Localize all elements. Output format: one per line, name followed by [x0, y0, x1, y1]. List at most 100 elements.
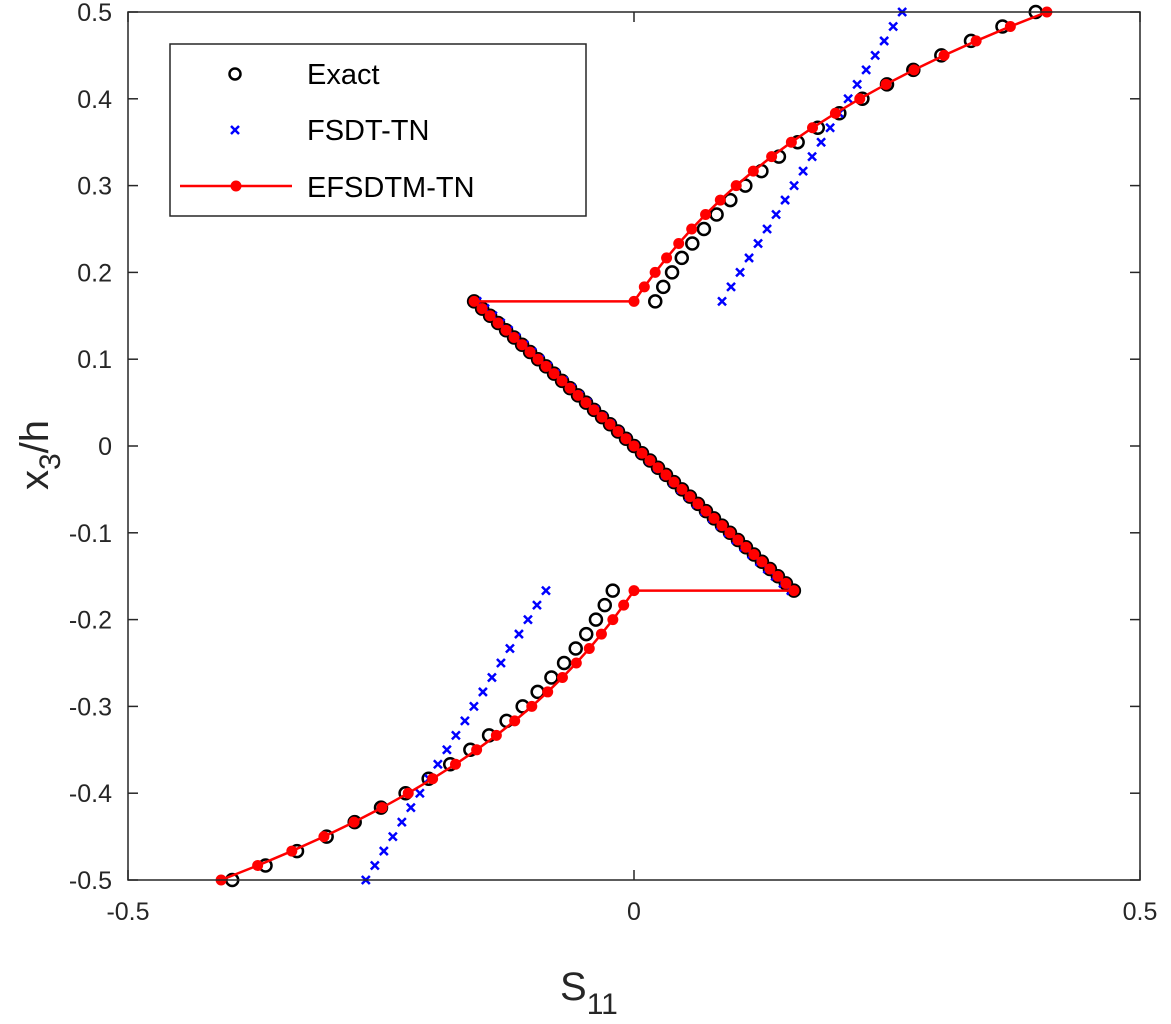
data-point: [843, 93, 854, 104]
data-point: [618, 431, 634, 447]
data-point: [880, 78, 892, 90]
data-point: [490, 315, 506, 331]
data-point: [548, 368, 560, 380]
data-point: [764, 563, 776, 575]
data-point: [595, 628, 607, 640]
data-point: [378, 846, 389, 856]
data-point: [556, 375, 568, 387]
data-point: [618, 599, 630, 611]
x-tick-label: -0.5: [106, 898, 149, 926]
data-point: [460, 715, 470, 726]
data-point: [684, 491, 696, 503]
data-point: [505, 643, 515, 654]
data-point: [523, 614, 533, 625]
data-point: [451, 730, 461, 741]
data-point: [542, 686, 554, 698]
data-point: [516, 339, 528, 351]
data-point: [674, 482, 690, 497]
y-tick-label: 0.3: [77, 173, 112, 201]
data-point: [541, 585, 551, 596]
data-point: [498, 323, 514, 338]
data-point: [753, 238, 763, 249]
data-point: [888, 21, 899, 32]
data-point: [861, 64, 872, 75]
data-point: [482, 308, 498, 324]
data-point: [468, 295, 480, 307]
data-point: [562, 380, 578, 396]
data-point: [286, 845, 298, 857]
data-point: [538, 359, 554, 374]
data-point: [852, 79, 863, 90]
data-point: [522, 344, 538, 360]
legend-label-exact: Exact: [307, 59, 380, 91]
legend-circle-marker-icon: [228, 67, 242, 81]
data-point: [387, 831, 398, 842]
data-point: [730, 532, 746, 548]
data-point: [716, 520, 728, 532]
data-point: [748, 549, 760, 561]
data-point: [1004, 20, 1016, 32]
data-point: [666, 474, 682, 490]
data-point: [674, 250, 690, 266]
data-point: [554, 373, 570, 389]
data-point: [685, 236, 700, 251]
data-point: [602, 417, 618, 432]
data-point: [597, 597, 613, 613]
y-tick-label: -0.1: [69, 520, 112, 548]
data-point: [588, 404, 600, 416]
data-point: [785, 136, 797, 148]
data-point: [746, 547, 762, 562]
data-point: [441, 744, 452, 755]
data-point: [816, 137, 827, 148]
data-point: [414, 788, 425, 799]
data-point: [772, 570, 784, 582]
data-point: [732, 534, 744, 546]
data-point: [709, 207, 724, 222]
data-point: [427, 773, 439, 785]
legend-label-efsdtm: EFSDTM-TN: [307, 172, 475, 204]
data-point: [514, 629, 524, 639]
data-point: [594, 409, 610, 425]
data-point: [469, 701, 479, 712]
data-point: [526, 700, 538, 712]
data-point: [726, 281, 736, 292]
data-point: [661, 252, 673, 264]
legend-x-marker-icon: [230, 125, 240, 135]
data-point: [780, 195, 790, 205]
x-axis-label: S11: [560, 965, 618, 1021]
data-point: [570, 388, 586, 403]
data-point: [682, 489, 698, 504]
data-point: [747, 165, 759, 177]
data-point: [530, 351, 546, 367]
data-point: [318, 831, 330, 843]
data-point: [252, 860, 264, 872]
data-point: [564, 382, 576, 394]
data-point: [722, 525, 738, 541]
data-point: [540, 360, 552, 372]
data-point: [508, 331, 520, 343]
data-point: [612, 426, 624, 438]
data-point: [532, 353, 544, 365]
plot-marks: [215, 4, 1053, 888]
data-point: [700, 505, 712, 517]
data-point: [870, 50, 881, 61]
x-tick-label: 0: [627, 898, 641, 926]
data-point: [908, 64, 920, 76]
data-point: [578, 395, 594, 410]
data-point: [578, 626, 594, 642]
data-point: [938, 49, 950, 61]
data-point: [766, 151, 778, 163]
y-tick-label: 0.5: [77, 0, 112, 27]
data-point: [698, 503, 714, 519]
data-point: [798, 166, 808, 177]
data-point: [686, 223, 698, 235]
series-efsdtm-tn: [215, 6, 1053, 886]
data-point: [788, 585, 800, 597]
data-point: [471, 744, 483, 756]
data-point: [807, 122, 819, 134]
data-point: [730, 180, 742, 192]
data-point: [556, 655, 572, 671]
data-point: [690, 496, 706, 512]
y-tick-label: -0.3: [69, 693, 112, 721]
